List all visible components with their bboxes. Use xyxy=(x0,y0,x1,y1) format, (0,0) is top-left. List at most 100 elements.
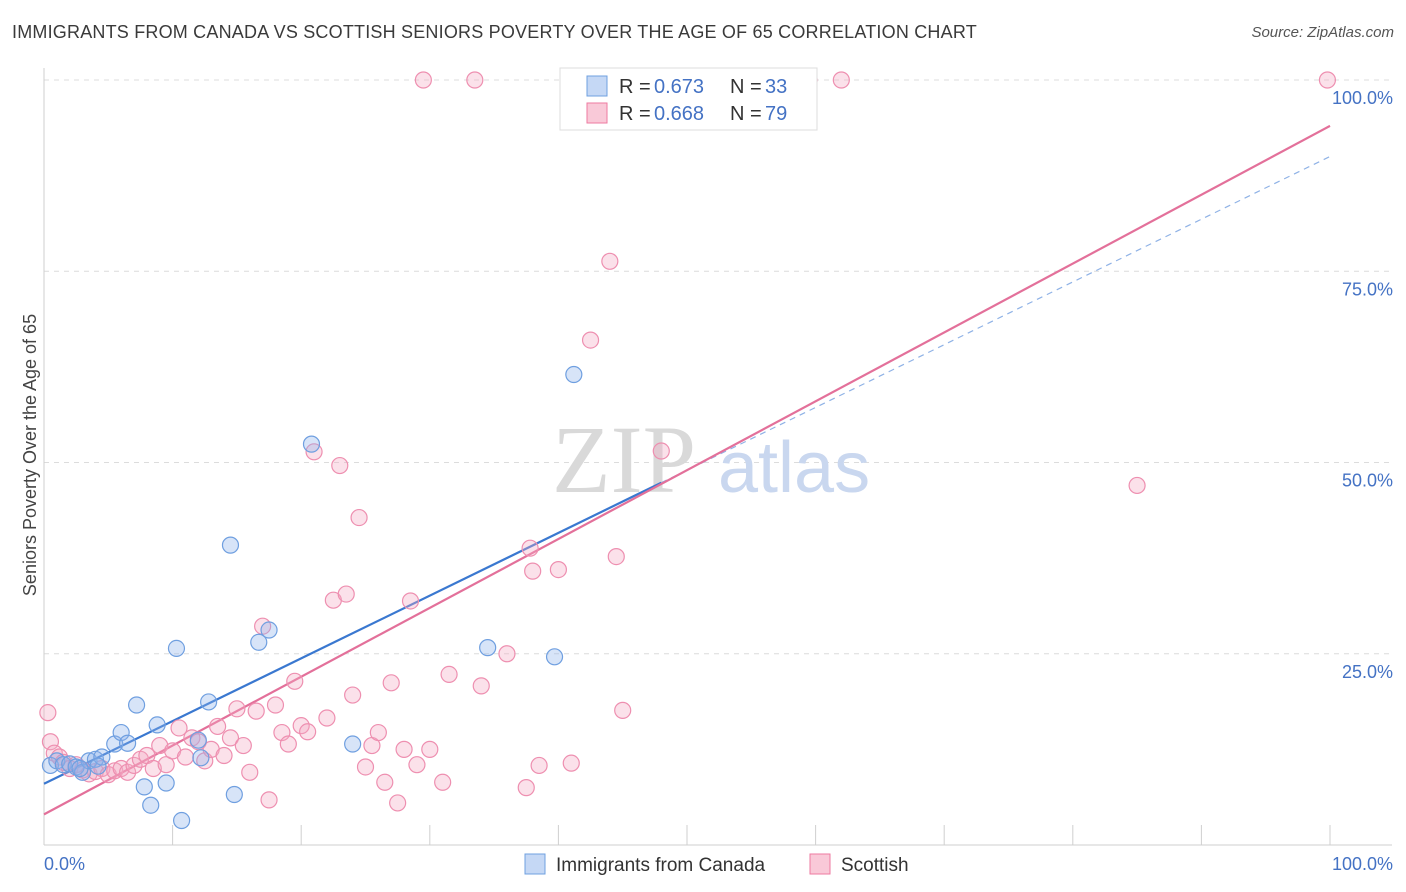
scottish-point-15 xyxy=(125,756,143,775)
scottish-point-22 xyxy=(170,719,188,737)
canada-point-15 xyxy=(148,716,166,734)
canada-point-14 xyxy=(142,796,160,814)
legend-r-value-scottish: 0.668 xyxy=(654,103,704,125)
scottish-point-68 xyxy=(549,560,568,579)
canada-point-28 xyxy=(479,639,497,657)
scottish-point-62 xyxy=(472,677,490,695)
y-tick-label-3: 100.0% xyxy=(1332,88,1393,108)
scottish-point-31 xyxy=(228,700,246,718)
watermark: ZIP atlas xyxy=(552,406,870,513)
y-tick-label-1: 50.0% xyxy=(1342,471,1393,491)
y-tick-label-2: 75.0% xyxy=(1342,279,1393,299)
canada-point-24 xyxy=(250,633,268,651)
scottish-point-80 xyxy=(1318,71,1337,89)
scottish-point-79 xyxy=(1128,476,1146,495)
scottish-point-20 xyxy=(157,756,175,774)
x-tick-label-0: 0.0% xyxy=(44,854,85,874)
canada-point-20 xyxy=(192,749,210,767)
scottish-point-30 xyxy=(221,729,240,747)
scottish-point-58 xyxy=(408,756,426,774)
canada-point-18 xyxy=(173,811,191,830)
legend-n-label-scottish: N = xyxy=(730,103,762,125)
scottish-point-67 xyxy=(530,756,548,775)
legend-swatch-scottish xyxy=(586,102,608,124)
scottish-point-19 xyxy=(151,736,169,755)
x-tick-labels: 0.0% 100.0% xyxy=(44,854,1393,874)
scottish-point-40 xyxy=(286,672,304,690)
canada-point-23 xyxy=(225,785,243,804)
canada-point-2 xyxy=(54,756,72,774)
scottish-point-44 xyxy=(318,709,336,727)
canada-point-22 xyxy=(221,536,240,554)
scottish-point-28 xyxy=(209,717,227,736)
scottish-point-60 xyxy=(434,773,452,791)
scottish-point-70 xyxy=(581,331,600,349)
scottish-point-56 xyxy=(395,740,413,758)
scottish-point-53 xyxy=(376,773,394,791)
scottish-point-48 xyxy=(344,686,362,704)
scottish-point-41 xyxy=(292,717,310,735)
scottish-point-64 xyxy=(517,779,535,797)
scottish-point-78 xyxy=(832,71,850,89)
scottish-point-57 xyxy=(401,592,420,610)
scottish-point-34 xyxy=(247,702,265,720)
legend-r-label-scottish: R = xyxy=(619,103,651,125)
legend-swatch-canada xyxy=(586,75,608,97)
bottom-legend-label-scottish: Scottish xyxy=(841,855,909,876)
canada-point-17 xyxy=(167,639,186,657)
trend-lines xyxy=(43,124,1331,816)
canada-point-19 xyxy=(189,731,207,749)
canada-point-26 xyxy=(302,435,321,453)
scottish-point-42 xyxy=(299,723,317,741)
scottish-point-33 xyxy=(241,763,259,781)
canada-point-29 xyxy=(545,648,564,666)
scottish-point-55 xyxy=(389,794,407,812)
source-label: Source: ZipAtlas.com xyxy=(1251,24,1394,41)
scottish-point-52 xyxy=(369,723,387,742)
canada-point-30 xyxy=(565,365,583,384)
watermark-zip: ZIP xyxy=(552,406,696,513)
canada-point-13 xyxy=(135,778,153,796)
scottish-point-32 xyxy=(234,736,252,755)
scottish-point-65 xyxy=(521,539,539,557)
y-tick-label-0: 25.0% xyxy=(1342,662,1393,682)
legend: R = 0.673 N = 33 R = 0.668 N = 79 xyxy=(559,67,818,131)
scottish-point-46 xyxy=(331,456,349,475)
bottom-legend-swatch-canada xyxy=(524,853,546,875)
canada-point-16 xyxy=(157,774,175,792)
canada-point-21 xyxy=(200,693,218,711)
scottish-point-71 xyxy=(601,252,619,270)
scottish-point-76 xyxy=(466,71,484,89)
bottom-legend-swatch-scottish xyxy=(809,853,831,875)
legend-r-label-canada: R = xyxy=(619,76,651,98)
legend-n-value-canada: 33 xyxy=(765,76,787,98)
bottom-legend: Immigrants from Canada Scottish xyxy=(524,853,909,876)
watermark-atlas: atlas xyxy=(718,428,870,508)
legend-n-label-canada: N = xyxy=(730,76,762,98)
y-tick-labels: 25.0% 50.0% 75.0% 100.0% xyxy=(1332,88,1393,682)
canada-point-10 xyxy=(112,723,130,742)
canada-point-25 xyxy=(260,621,278,639)
scottish-point-74 xyxy=(652,442,670,460)
canada-point-31 xyxy=(71,759,89,778)
canada-point-32 xyxy=(89,757,107,775)
grid-layer xyxy=(44,79,1392,655)
bottom-legend-label-canada: Immigrants from Canada xyxy=(556,855,766,876)
scottish-point-36 xyxy=(260,791,278,809)
scottish-point-47 xyxy=(337,585,355,603)
scottish-point-37 xyxy=(266,696,285,714)
scottish-point-63 xyxy=(498,645,516,663)
legend-n-value-scottish: 79 xyxy=(765,103,787,125)
canada-point-12 xyxy=(127,696,146,714)
scottish-trend-line xyxy=(43,124,1331,816)
scottish-point-66 xyxy=(524,562,542,580)
axes-layer xyxy=(43,68,1392,846)
scottish-point-23 xyxy=(176,748,195,766)
scottish-point-61 xyxy=(440,665,458,684)
scottish-point-72 xyxy=(607,547,625,566)
canada-point-11 xyxy=(118,734,137,752)
scottish-point-39 xyxy=(279,735,297,753)
scottish-point-69 xyxy=(562,754,580,772)
scottish-point-73 xyxy=(614,701,632,719)
